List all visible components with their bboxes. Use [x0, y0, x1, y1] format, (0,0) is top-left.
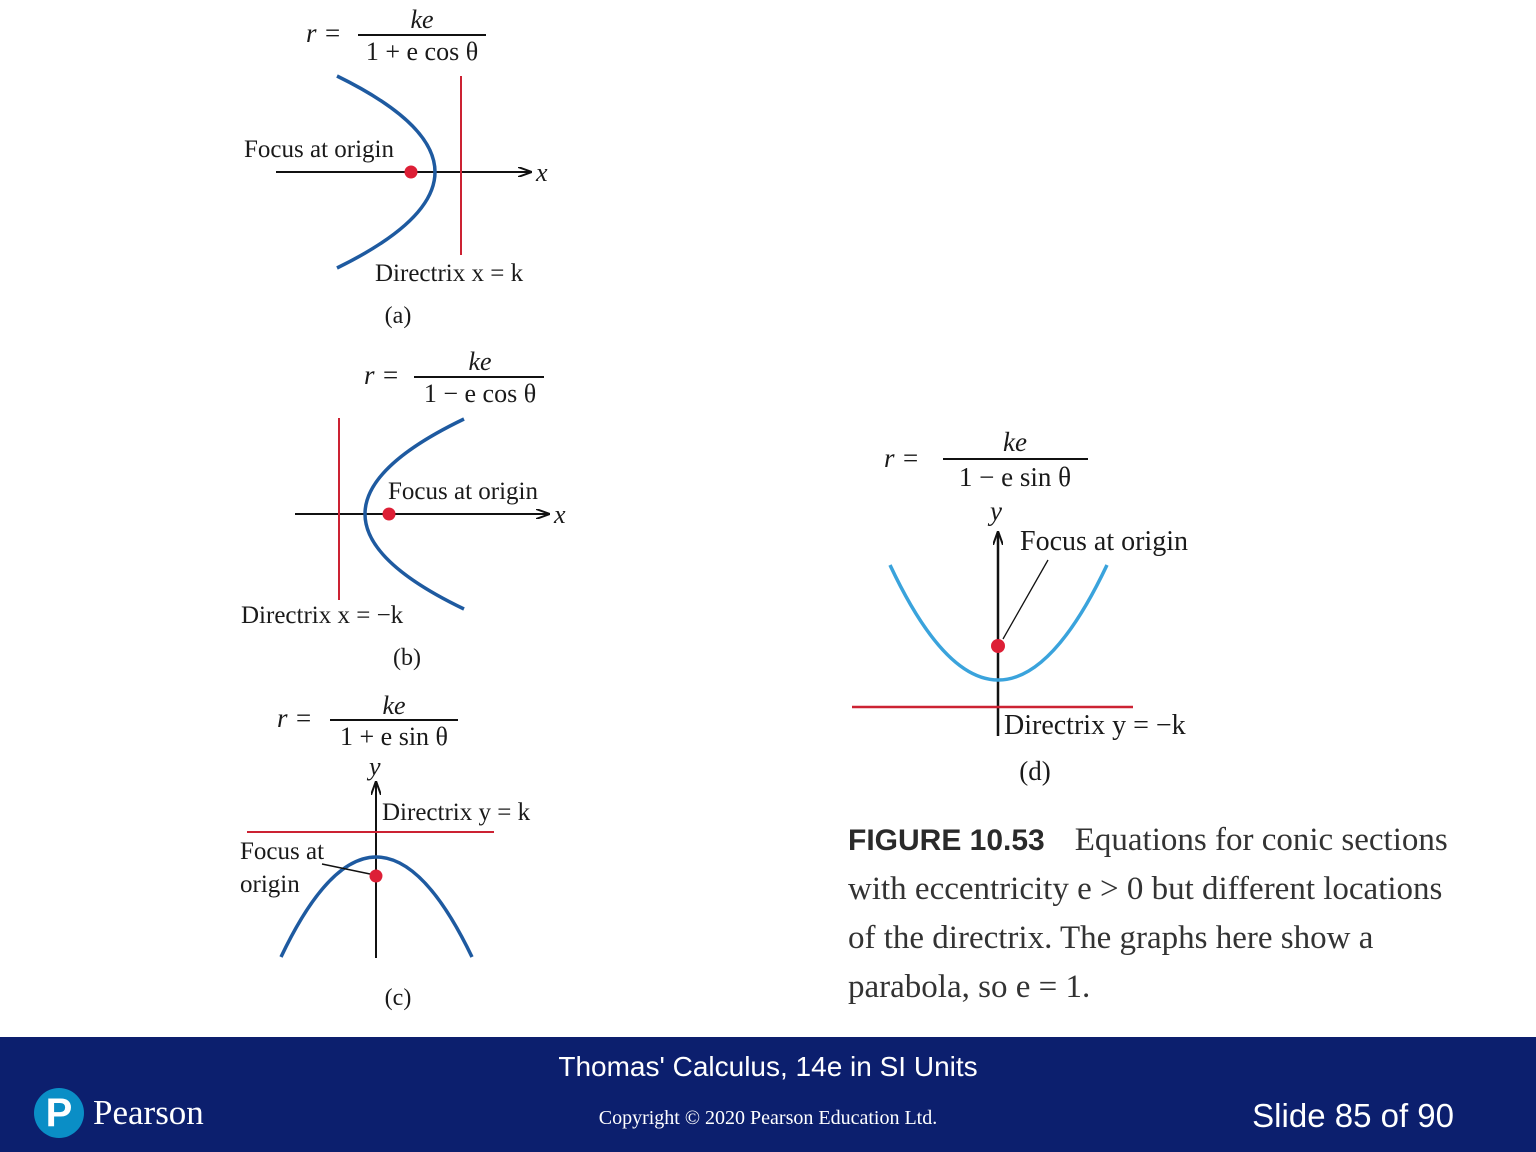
pearson-logo-icon: P	[34, 1088, 84, 1138]
panel-label-a: (a)	[385, 303, 412, 329]
panel-a: r = ke 1 + e cos θ x Focus at origin Dir…	[244, 5, 548, 329]
parabola-curve-c	[279, 855, 474, 958]
figure-caption: FIGURE 10.53 Equations for conic sections…	[848, 816, 1473, 1012]
focus-label-c-line1: Focus at	[240, 838, 324, 865]
equation-b-numerator: ke	[468, 347, 491, 376]
panel-d: r = ke 1 − e sin θ y Focus at origin Dir…	[852, 427, 1188, 786]
axis-label-x-b: x	[553, 500, 566, 529]
directrix-label-b: Directrix x = −k	[241, 602, 404, 629]
footer-bar: P Pearson Thomas' Calculus, 14e in SI Un…	[0, 1037, 1536, 1152]
parabola-curve-b	[363, 417, 465, 611]
figure-number: FIGURE 10.53	[848, 824, 1045, 857]
panel-label-b: (b)	[393, 645, 421, 671]
equation-b-lhs: r =	[364, 360, 399, 390]
focus-point-c	[369, 869, 383, 883]
focus-label-b: Focus at origin	[388, 478, 538, 505]
panel-label-c: (c)	[385, 985, 412, 1011]
equation-c-numerator: ke	[382, 691, 405, 720]
directrix-label-d: Directrix y = −k	[1004, 710, 1186, 741]
parabola-curve-d	[888, 564, 1109, 682]
equation-c-denominator: 1 + e sin θ	[340, 722, 448, 751]
panel-b: r = ke 1 − e cos θ x Focus at origin Dir…	[241, 347, 566, 671]
equation-a-denominator: 1 + e cos θ	[366, 37, 478, 66]
directrix-label-c: Directrix y = k	[382, 799, 531, 826]
focus-point-d	[991, 639, 1005, 653]
conic-figure: r = ke 1 + e cos θ x Focus at origin Dir…	[240, 5, 1188, 1011]
focus-pointer-c	[321, 863, 371, 875]
focus-label-c-line2: origin	[240, 871, 300, 898]
parabola-curve-a	[336, 74, 437, 270]
focus-point-b	[382, 507, 396, 521]
focus-label-d: Focus at origin	[1020, 526, 1188, 557]
equation-a-numerator: ke	[410, 5, 433, 34]
directrix-label-a: Directrix x = k	[375, 260, 524, 287]
slide-number: Slide 85 of 90	[1252, 1097, 1454, 1134]
pearson-logo-text: Pearson	[93, 1093, 204, 1132]
axis-label-y-c: y	[366, 752, 381, 781]
panel-c: r = ke 1 + e sin θ y Focus at origin Dir…	[240, 691, 531, 1011]
panel-label-d: (d)	[1019, 756, 1050, 786]
equation-d-denominator: 1 − e sin θ	[959, 462, 1071, 492]
focus-point-a	[404, 165, 418, 179]
copyright-notice: Copyright © 2020 Pearson Education Ltd.	[598, 1107, 938, 1129]
axis-label-x-a: x	[535, 158, 548, 187]
axis-label-y-d: y	[987, 496, 1002, 526]
equation-d-lhs: r =	[884, 443, 919, 473]
book-title: Thomas' Calculus, 14e in SI Units	[558, 1051, 978, 1082]
focus-label-a: Focus at origin	[244, 136, 394, 163]
equation-d-numerator: ke	[1003, 427, 1027, 457]
pearson-logo: P Pearson	[34, 1088, 204, 1138]
equation-a-lhs: r =	[306, 18, 341, 48]
caption-text: Equations for conic sections with eccent…	[848, 822, 1448, 1005]
focus-pointer-d	[1002, 559, 1049, 640]
equation-b-denominator: 1 − e cos θ	[424, 379, 536, 408]
equation-c-lhs: r =	[277, 703, 312, 733]
